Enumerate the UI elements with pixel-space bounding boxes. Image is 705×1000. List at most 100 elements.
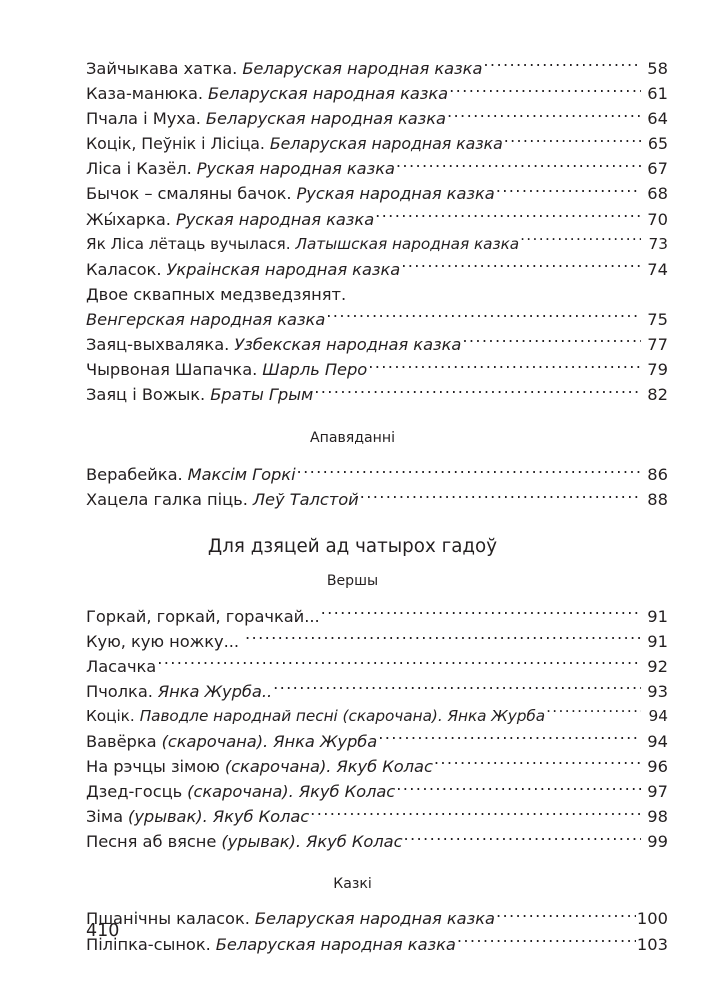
toc-entry[interactable]: Пчала і Муха. Беларуская народная казка … — [86, 106, 668, 131]
toc-entry-page: 58 — [647, 59, 668, 78]
toc-entry[interactable]: Горкай, горкай, горачкай... 91 — [86, 604, 668, 629]
toc-entry-title: Коцік. — [86, 706, 135, 725]
section-heading-apaviadanni: Апавяданні — [309, 430, 395, 447]
toc-section-stories: Верабейка. Максім Горкі 86 Хацела галка … — [86, 462, 668, 512]
toc-entry-title: Пчала і Муха. — [86, 109, 201, 129]
page-folio-number: 410 — [86, 921, 120, 941]
toc-entry-source: (скарочана). Янка Журба — [161, 731, 378, 751]
dot-leader — [396, 781, 641, 797]
toc-entry[interactable]: Песня аб вясне (урывак). Якуб Колас 99 — [86, 829, 668, 854]
toc-entry-page: 91 — [647, 631, 668, 651]
toc-entry-page: 94 — [647, 731, 668, 751]
dot-leader — [378, 731, 641, 747]
toc-entry[interactable]: Кую, кую ножку... 91 — [86, 629, 668, 654]
dot-leader — [326, 309, 641, 325]
dot-leader — [401, 258, 641, 274]
toc-entry-title: Коцік, Пеўнік і Лісіца. — [86, 134, 265, 154]
toc-entry-source: Беларуская народная казка — [215, 934, 456, 954]
section-heading-age-group: Для дзяцей ад чатырох гадоў — [207, 535, 498, 557]
toc-entry[interactable]: На рэчцы зімою (скарочана). Якуб Колас 9… — [86, 754, 668, 779]
toc-entry-source: Шарль Перо — [262, 360, 368, 380]
toc-entry-continuation[interactable]: Венгерская народная казка 75 — [86, 307, 668, 332]
toc-entry-page: 94 — [648, 706, 668, 725]
toc-entry[interactable]: Коцік. Паводле народнай песні (скарочана… — [86, 704, 668, 729]
toc-entry-source: Браты Грым — [210, 385, 314, 405]
spacer — [86, 854, 668, 874]
toc-entry-page: 64 — [647, 109, 668, 129]
dot-leader — [447, 108, 641, 124]
spacer — [86, 894, 668, 906]
toc-entry-page: 97 — [647, 782, 668, 802]
toc-entry[interactable]: Каласок. Украінская народная казка 74 — [86, 257, 668, 282]
toc-entry-page: 75 — [647, 309, 668, 329]
toc-entry[interactable]: Каза-манюка. Беларуская народная казка 6… — [86, 81, 668, 106]
toc-entry-title: Ліса і Казёл. — [86, 159, 192, 179]
dot-leader — [462, 334, 641, 350]
toc-entry-source: (скарочана). Якуб Колас — [187, 782, 396, 802]
toc-entry[interactable]: Зайчыкава хатка. Беларуская народная каз… — [86, 56, 668, 81]
dot-leader — [546, 706, 641, 721]
toc-entry[interactable]: Бычок – смаляны бачок. Руская народная к… — [86, 181, 668, 206]
toc-entry-title: Як Ліса лётаць вучылася. — [86, 234, 291, 253]
toc-entry-title: Песня аб вясне — [86, 832, 217, 852]
toc-entry-page: 77 — [647, 335, 668, 355]
toc-entry[interactable]: Заяц і Вожык. Браты Грым 82 — [86, 382, 668, 407]
toc-entry-page: 86 — [647, 465, 668, 485]
toc-entry[interactable]: Піліпка-сынок. Беларуская народная казка… — [86, 932, 668, 957]
dot-leader — [245, 630, 641, 646]
toc-entry[interactable]: Дзед-госць (скарочана). Якуб Колас 97 — [86, 779, 668, 804]
toc-entry-page: 82 — [647, 385, 668, 405]
dot-leader — [496, 908, 636, 924]
toc-entry[interactable]: Коцік, Пеўнік і Лісіца. Беларуская народ… — [86, 131, 668, 156]
dot-leader — [360, 489, 641, 505]
toc-entry-source: (урывак). Якуб Колас — [128, 807, 310, 827]
toc-entry-title: Піліпка-сынок. — [86, 934, 211, 954]
dot-leader — [520, 233, 641, 248]
toc-entry-title: Пчолка. — [86, 681, 153, 701]
toc-entry-title: Жы́харка. — [86, 209, 171, 229]
toc-entry-source: Украінская народная казка — [166, 259, 401, 279]
dot-leader — [297, 464, 641, 480]
toc-entry[interactable]: Чырвоная Шапачка. Шарль Перо 79 — [86, 357, 668, 382]
toc-entry[interactable]: Двое сквапных медзведзянят. — [86, 282, 668, 307]
toc-entry-title: Чырвоная Шапачка. — [86, 360, 258, 380]
toc-entry-page: 65 — [647, 134, 668, 154]
toc-entry[interactable]: Як Ліса лётаць вучылася. Латышская народ… — [86, 232, 668, 257]
dot-leader — [403, 831, 641, 847]
toc-entry[interactable]: Пшанічны каласок. Беларуская народная ка… — [86, 906, 668, 931]
toc-entry-source: Венгерская народная казка — [86, 309, 326, 329]
dot-leader — [321, 605, 641, 621]
dot-leader — [368, 359, 641, 375]
toc-entry[interactable]: Зіма (урывак). Якуб Колас 98 — [86, 804, 668, 829]
toc-entry-title: Хацела галка піць. — [86, 490, 248, 510]
toc-entry[interactable]: Заяц-выхваляка. Узбекская народная казка… — [86, 332, 668, 357]
toc-entry[interactable]: Ліса і Казёл. Руская народная казка 67 — [86, 156, 668, 181]
toc-entry-source: Леў Талстой — [252, 490, 359, 510]
spacer — [86, 513, 668, 535]
toc-entry-page: 67 — [647, 159, 668, 179]
dot-leader — [457, 933, 636, 949]
toc-entry-title: Заяц і Вожык. — [86, 385, 206, 405]
section-heading-kazki: Казкі — [333, 876, 372, 893]
toc-entry-page: 93 — [647, 681, 668, 701]
toc-entry-source: Латышская народная казка — [295, 234, 520, 253]
toc-entry[interactable]: Пчолка. Янка Журба.. 93 — [86, 679, 668, 704]
toc-entry-source: Узбекская народная казка — [234, 335, 462, 355]
toc-entry[interactable]: Ласачка 92 — [86, 654, 668, 679]
toc-entry[interactable]: Хацела галка піць. Леў Талстой 88 — [86, 487, 668, 512]
toc-entry-title: Зіма — [86, 807, 124, 827]
toc-entry[interactable]: Жы́харка. Руская народная казка 70 — [86, 207, 668, 232]
toc-entry-page: 70 — [647, 209, 668, 229]
toc-entry-title: На рэчцы зімою — [86, 757, 220, 777]
toc-entry[interactable]: Верабейка. Максім Горкі 86 — [86, 462, 668, 487]
dot-leader — [496, 183, 641, 199]
toc-entry[interactable]: Вавёрка (скарочана). Янка Журба 94 — [86, 729, 668, 754]
spacer — [86, 407, 668, 428]
toc-entry-page: 74 — [647, 259, 668, 279]
toc-entry-title: Кую, кую ножку... — [86, 631, 240, 651]
toc-entry-source: Янка Журба.. — [157, 681, 273, 701]
spacer — [86, 559, 668, 571]
toc-entry-source: Руская народная казка — [296, 184, 495, 204]
toc-entry-page: 79 — [647, 360, 668, 380]
